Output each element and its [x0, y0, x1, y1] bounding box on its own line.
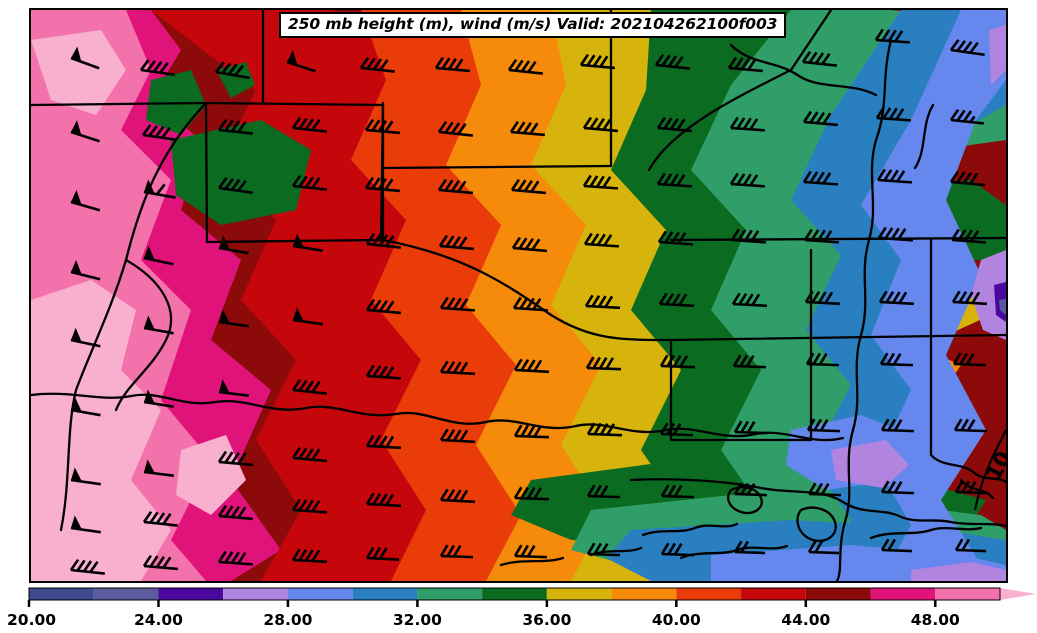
colorbar-segment: [417, 588, 483, 600]
map-raster: 10: [31, 10, 1006, 581]
colorbar-tick-label: 32.00: [393, 611, 442, 629]
colorbar-extend-arrow: [1000, 588, 1036, 600]
colorbar-tick-label: 24.00: [134, 611, 183, 629]
colorbar-segment: [805, 588, 871, 600]
colorbar-tick-label: 48.00: [911, 611, 960, 629]
colorbar-segment: [93, 588, 159, 600]
colorbar-tick-label: 36.00: [522, 611, 571, 629]
colorbar-segment: [546, 588, 612, 600]
colorbar-segment: [611, 588, 677, 600]
colorbar-tick-label: 40.00: [652, 611, 701, 629]
colorbar[interactable]: 20.00 24.00 28.00 32.00 36.00 40.00 44.00 48.00: [0, 586, 1037, 633]
colorbar-outline: [28, 587, 1001, 601]
colorbar-segment: [29, 588, 94, 600]
colorbar-segment: [741, 588, 806, 600]
map-title: 250 mb height (m), wind (m/s) Valid: 202…: [279, 12, 787, 39]
colorbar-tick-label: 28.00: [263, 611, 312, 629]
colorbar-segments: [28, 587, 1036, 601]
colorbar-segment: [870, 588, 936, 600]
colorbar-tick-label: 20.00: [7, 611, 56, 629]
colorbar-segment: [223, 588, 288, 600]
colorbar-segment: [676, 588, 742, 600]
colorbar-segment: [352, 588, 418, 600]
colorbar-segment: [482, 588, 547, 600]
colorbar-segment: [287, 588, 353, 600]
colorbar-segment: [935, 588, 1000, 600]
map-panel[interactable]: 10: [29, 8, 1008, 583]
colorbar-svg: 20.00 24.00 28.00 32.00 36.00 40.00 44.00 48.00: [7, 587, 1036, 629]
colorbar-ticks: 20.00 24.00 28.00 32.00 36.00 40.00 44.00 48.00: [7, 600, 960, 629]
colorbar-segment: [158, 588, 224, 600]
colorbar-tick-label: 44.00: [781, 611, 830, 629]
